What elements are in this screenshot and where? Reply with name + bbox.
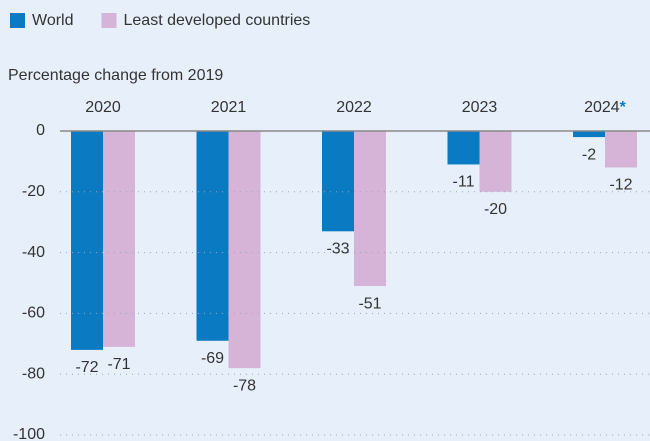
bar	[103, 131, 135, 347]
data-label: -78	[233, 377, 256, 394]
bar	[447, 131, 480, 165]
data-label: -20	[484, 201, 507, 218]
legend-swatch	[101, 13, 117, 28]
data-label: -72	[75, 359, 98, 376]
bar	[605, 131, 637, 168]
chart-subtitle: Percentage change from 2019	[8, 67, 223, 84]
y-tick-label: -20	[22, 183, 45, 200]
x-tick-label: 2022	[336, 99, 372, 116]
y-tick-label: -40	[22, 244, 45, 261]
y-tick-label: -100	[13, 426, 45, 441]
bar	[71, 131, 103, 350]
data-label: -69	[201, 350, 224, 367]
legend-label: World	[32, 12, 74, 29]
legend-swatch	[10, 13, 25, 28]
bar	[322, 131, 354, 232]
bar	[573, 131, 605, 138]
data-label: -11	[453, 174, 475, 191]
data-label: -51	[358, 295, 381, 312]
data-label: -12	[609, 177, 632, 194]
data-label: -71	[107, 356, 130, 373]
data-label: -33	[326, 241, 349, 258]
bar	[479, 131, 512, 192]
y-tick-label: -60	[22, 305, 45, 322]
data-label: -2	[582, 146, 596, 163]
y-tick-label: -80	[22, 365, 45, 382]
x-tick-label: 2024*	[584, 99, 627, 116]
bar	[354, 131, 386, 287]
bar	[228, 131, 261, 369]
y-tick-label: 0	[36, 122, 45, 139]
x-tick-label: 2021	[211, 99, 247, 116]
bar	[196, 131, 229, 341]
x-tick-label: 2020	[85, 99, 121, 116]
legend-label: Least developed countries	[124, 12, 311, 29]
x-tick-label: 2023	[462, 99, 498, 116]
